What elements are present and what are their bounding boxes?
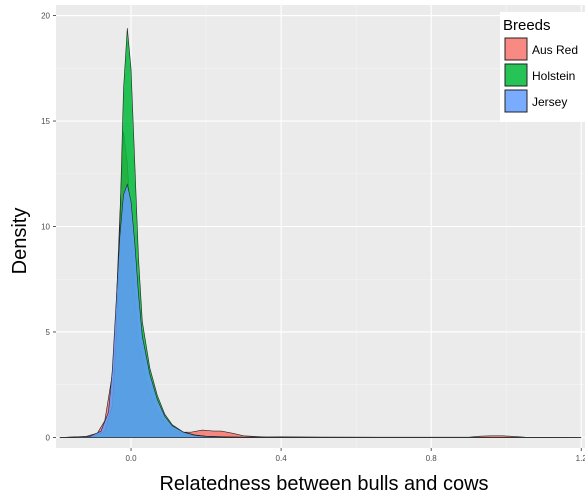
x-axis-title: Relatedness between bulls and cows xyxy=(159,473,488,493)
y-tick-label: 0 xyxy=(46,433,51,442)
x-tick-label: 0.0 xyxy=(125,454,137,463)
x-axis-ticks: 0.0 0.4 0.8 1.2 xyxy=(125,448,585,463)
legend-title: Breeds xyxy=(503,17,551,34)
legend-swatch-jersey xyxy=(504,89,528,113)
density-area-jersey xyxy=(59,183,582,438)
x-tick-label: 1.2 xyxy=(576,454,585,463)
y-tick-label: 15 xyxy=(41,117,50,126)
x-tick-label: 0.8 xyxy=(426,454,438,463)
x-tick-label: 0.4 xyxy=(276,454,288,463)
legend: Breeds Aus Red Holstein Jersey xyxy=(500,12,585,122)
legend-label-jersey: Jersey xyxy=(532,95,567,109)
legend-swatch-holstein xyxy=(504,63,528,87)
y-axis-ticks: 0 5 10 15 20 xyxy=(41,12,56,442)
legend-items: Aus Red Holstein Jersey xyxy=(504,37,578,113)
density-areas xyxy=(59,28,582,438)
y-tick-label: 10 xyxy=(41,223,50,232)
legend-swatch-aus-red xyxy=(504,37,528,61)
y-axis-title: Density xyxy=(9,208,31,275)
legend-label-aus-red: Aus Red xyxy=(532,43,578,57)
legend-label-holstein: Holstein xyxy=(532,69,575,83)
y-tick-label: 5 xyxy=(46,328,51,337)
y-tick-label: 20 xyxy=(41,12,50,21)
